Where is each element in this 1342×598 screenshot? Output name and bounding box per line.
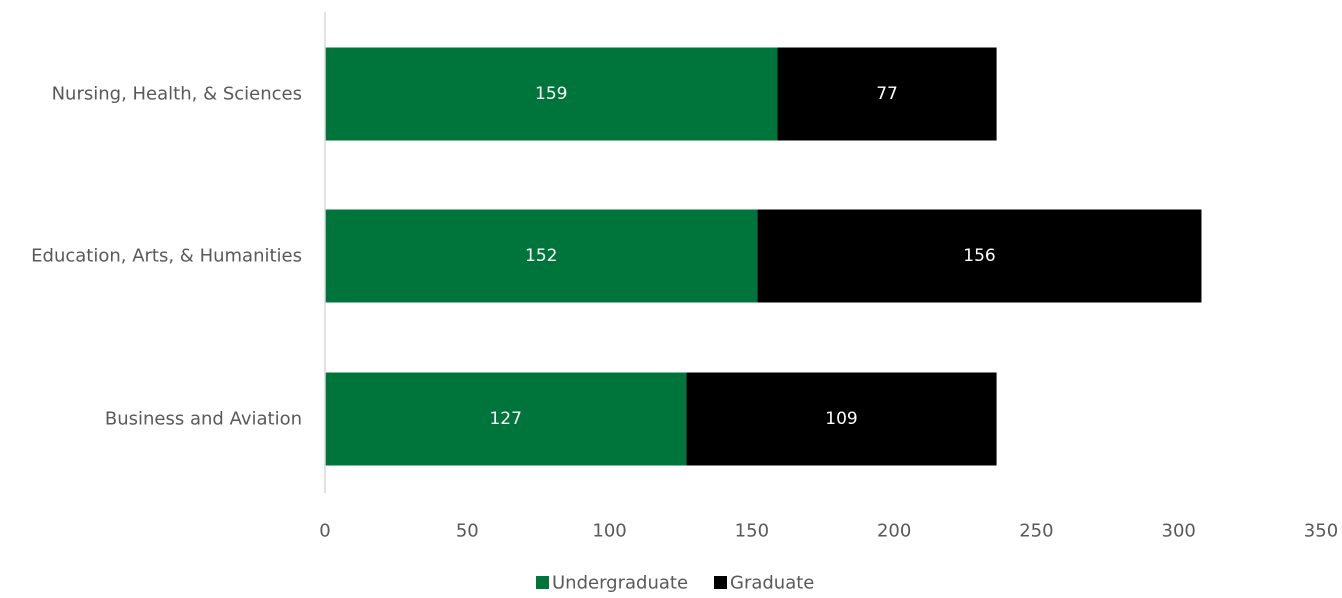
x-tick-label: 300 [1162, 521, 1196, 542]
data-label-undergraduate-nursing-health-sciences: 159 [535, 84, 567, 104]
bars-layer: 159 77 152 156 127 109 [325, 47, 1202, 466]
x-tick-label: 350 [1304, 521, 1338, 542]
bar-undergraduate-nursing-health-sciences [325, 47, 778, 141]
legend-swatch-undergraduate [536, 576, 549, 589]
bar-undergraduate-business-and-aviation [325, 372, 687, 466]
data-label-graduate-business-and-aviation: 109 [825, 409, 857, 429]
category-label: Nursing, Health, & Sciences [52, 84, 302, 105]
legend-label-graduate: Graduate [730, 573, 814, 594]
x-tick-label: 200 [877, 521, 911, 542]
data-label-graduate-education-arts-humanities: 156 [963, 246, 995, 266]
x-tick-label: 150 [735, 521, 769, 542]
x-tick-labels: 0 50 100 150 200 250 300 350 [319, 521, 1338, 542]
legend-swatch-graduate [714, 576, 727, 589]
data-label-undergraduate-business-and-aviation: 127 [489, 409, 521, 429]
legend-label-undergraduate: Undergraduate [552, 573, 688, 594]
category-label: Education, Arts, & Humanities [31, 246, 302, 267]
legend: Undergraduate Graduate [536, 573, 814, 594]
category-labels: Nursing, Health, & Sciences Education, Ar… [31, 84, 302, 430]
bar-graduate-education-arts-humanities [757, 209, 1202, 303]
data-label-graduate-nursing-health-sciences: 77 [876, 84, 898, 104]
x-tick-label: 250 [1019, 521, 1053, 542]
x-tick-label: 50 [456, 521, 479, 542]
x-tick-label: 0 [319, 521, 330, 542]
bar-undergraduate-education-arts-humanities [325, 209, 758, 303]
x-tick-label: 100 [592, 521, 626, 542]
data-label-undergraduate-education-arts-humanities: 152 [525, 246, 557, 266]
bar-graduate-nursing-health-sciences [777, 47, 997, 141]
category-label: Business and Aviation [105, 409, 302, 430]
bar-graduate-business-and-aviation [686, 372, 997, 466]
